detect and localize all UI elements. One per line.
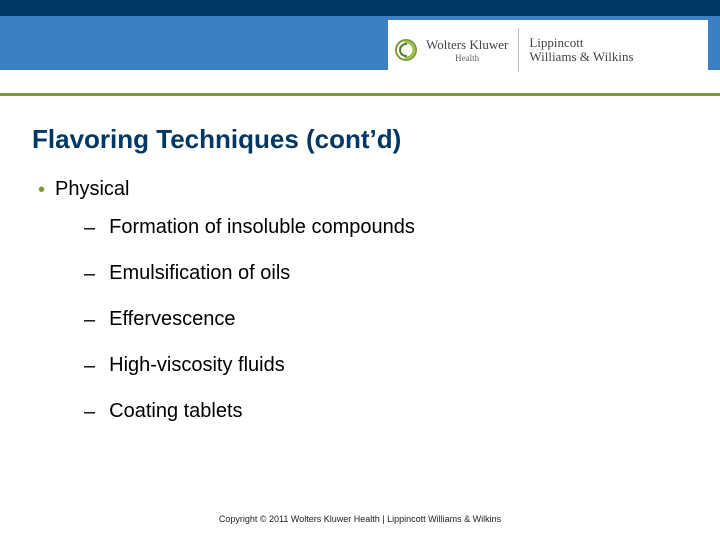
bullet-level2-text: Coating tablets (109, 400, 242, 423)
bullet-dash-icon: – (84, 354, 95, 378)
accent-line (0, 93, 720, 96)
brand-lww: Lippincott Williams & Wilkins (529, 36, 633, 63)
bullet-level2-text: High-viscosity fluids (109, 354, 285, 377)
slide-content: • Physical – Formation of insoluble comp… (38, 178, 678, 446)
lww-line2: Williams & Wilkins (529, 50, 633, 64)
brand-wk: Wolters Kluwer Health (388, 38, 508, 63)
bullet-dash-icon: – (84, 216, 95, 240)
bullet-dot-icon: • (38, 178, 45, 202)
wk-text: Wolters Kluwer Health (426, 38, 508, 63)
brand-block: Wolters Kluwer Health Lippincott William… (388, 20, 708, 80)
brand-divider (518, 28, 519, 72)
bullet-level1-text: Physical (55, 178, 129, 201)
slide: Wolters Kluwer Health Lippincott William… (0, 0, 720, 540)
wk-logo-icon (394, 38, 418, 62)
bullet-level1: • Physical (38, 178, 678, 202)
bullet-dash-icon: – (84, 308, 95, 332)
bullet-level2-text: Formation of insoluble compounds (109, 216, 415, 239)
bullet-level2: – Emulsification of oils (84, 262, 678, 286)
wk-name: Wolters Kluwer (426, 38, 508, 51)
bullet-level2: – Formation of insoluble compounds (84, 216, 678, 240)
bullet-dash-icon: – (84, 262, 95, 286)
lww-line1: Lippincott (529, 36, 633, 50)
bullet-dash-icon: – (84, 400, 95, 424)
slide-title: Flavoring Techniques (cont’d) (32, 124, 401, 155)
bullet-level2: – High-viscosity fluids (84, 354, 678, 378)
copyright-footer: Copyright © 2011 Wolters Kluwer Health |… (0, 514, 720, 524)
bullet-level2-text: Effervescence (109, 308, 235, 331)
bullet-level2: – Coating tablets (84, 400, 678, 424)
wk-sub: Health (426, 54, 508, 63)
topbar-dark (0, 0, 720, 16)
bullet-level2-text: Emulsification of oils (109, 262, 290, 285)
bullet-level2: – Effervescence (84, 308, 678, 332)
